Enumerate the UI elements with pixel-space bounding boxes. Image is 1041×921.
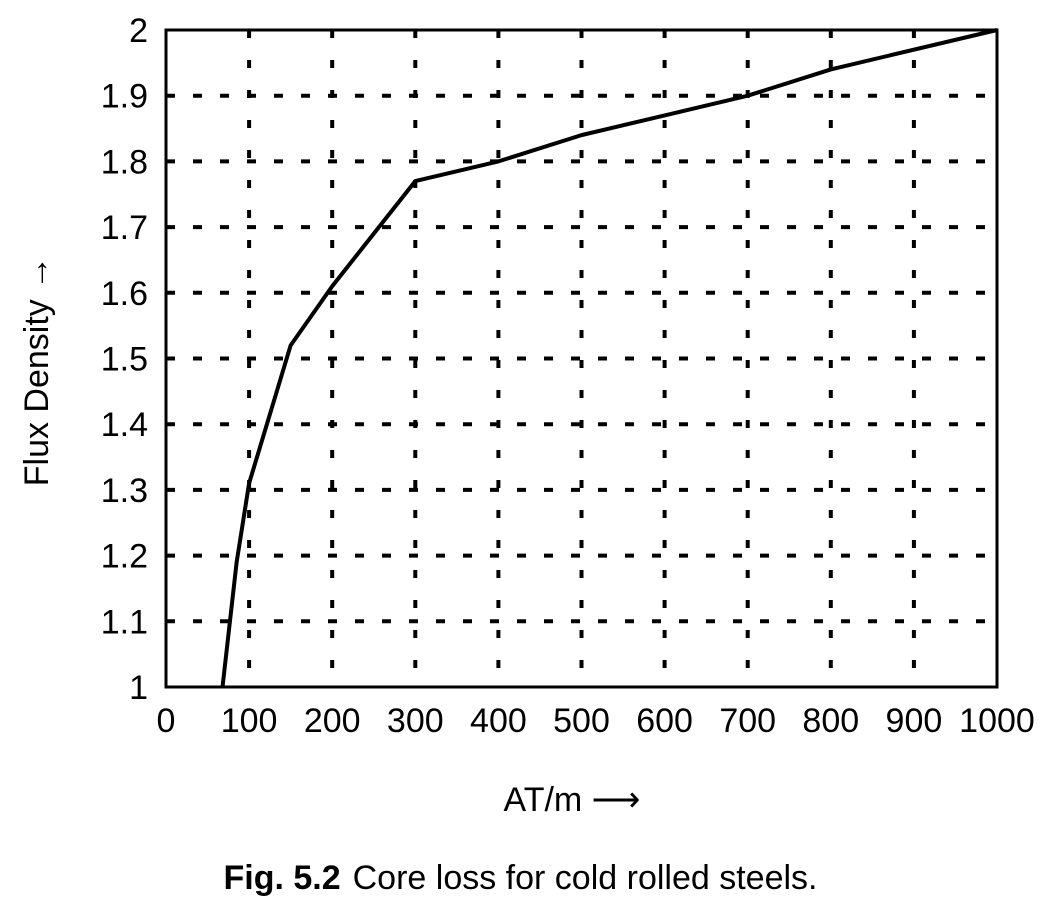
series-group <box>220 28 998 688</box>
y-tick-label: 1 <box>129 669 148 707</box>
flux-density-chart: 0 100 200 300 400 500 600 700 800 900 1000 1 1.1 1.2… <box>18 12 1035 819</box>
y-tick-label: 1.9 <box>101 78 148 116</box>
x-tick-label: 700 <box>719 702 776 740</box>
y-tick-label: 1.3 <box>101 472 148 510</box>
x-tick-label: 1000 <box>959 702 1035 740</box>
plot-frame <box>164 28 999 689</box>
y-tick-label: 1.7 <box>101 209 148 247</box>
y-tick-label: 1.6 <box>101 275 148 313</box>
x-tick-labels: 0 100 200 300 400 500 600 700 800 900 1000 <box>157 702 1035 740</box>
x-tick-label: 0 <box>157 702 176 740</box>
x-tick-label: 200 <box>304 702 361 740</box>
caption-text: Core loss for cold rolled steels. <box>352 859 818 897</box>
grid-lines <box>166 30 997 687</box>
y-tick-label: 2 <box>129 12 148 50</box>
x-tick-label: 400 <box>470 702 527 740</box>
y-tick-label: 1.5 <box>101 341 148 379</box>
y-tick-label: 1.1 <box>101 603 148 641</box>
figure-number: Fig. 5.2 <box>223 859 341 897</box>
x-tick-label: 300 <box>387 702 444 740</box>
y-tick-label: 1.2 <box>101 538 148 576</box>
y-axis-label: Flux Density → <box>18 256 56 487</box>
x-tick-label: 900 <box>886 702 943 740</box>
x-axis-label: AT/m ⟶ <box>504 781 641 819</box>
x-tick-label: 500 <box>553 702 610 740</box>
y-tick-label: 1.4 <box>101 406 148 444</box>
x-tick-label: 800 <box>802 702 859 740</box>
x-tick-label: 600 <box>636 702 693 740</box>
series-line <box>220 28 998 688</box>
y-tick-label: 1.8 <box>101 143 148 181</box>
x-tick-label: 100 <box>221 702 278 740</box>
y-tick-labels: 1 1.1 1.2 1.3 1.4 1.5 1.6 1.7 1.8 1.9 2 <box>101 12 148 707</box>
figure-caption: Fig. 5.2 Core loss for cold rolled steels… <box>0 858 1041 898</box>
